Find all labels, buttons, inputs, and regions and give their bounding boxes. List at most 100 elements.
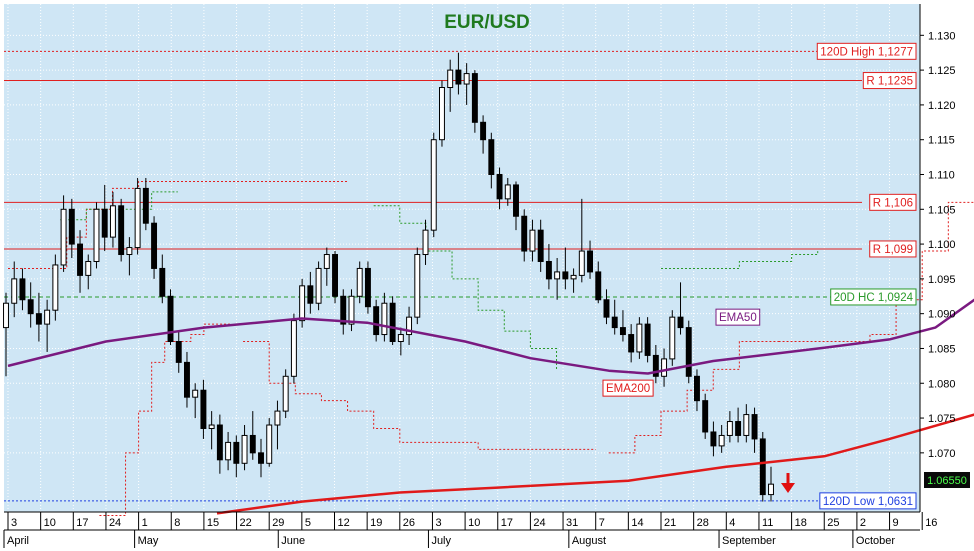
candle (537, 219, 544, 272)
y-tick-label: 1.125 (928, 65, 956, 77)
candle (282, 369, 289, 419)
x-tick-label: 3 (11, 517, 17, 529)
y-tick-label: 1.115 (928, 135, 955, 147)
x-tick-label: 19 (370, 517, 382, 529)
x-tick-label: 14 (631, 517, 643, 529)
candle-body (463, 73, 470, 85)
candle-body (225, 441, 232, 461)
candle (397, 327, 404, 356)
candle-body (554, 271, 561, 280)
moving-averages: EMA50 EMA200 (7, 298, 974, 515)
x-tick-label: 9 (893, 517, 899, 529)
candle (356, 261, 363, 304)
candle (60, 195, 67, 272)
candle (299, 278, 306, 328)
candle-body (381, 302, 388, 336)
y-tick-label: 1.130 (928, 30, 956, 42)
candle (603, 289, 610, 325)
candle-body (52, 264, 59, 311)
candle (233, 435, 240, 478)
candle (109, 191, 116, 248)
candle-body (323, 254, 330, 269)
candle (11, 261, 18, 318)
candle-body (471, 73, 478, 123)
candle-body (389, 302, 396, 343)
candle (644, 317, 651, 363)
candle-body (109, 205, 116, 238)
x-tick-label: 7 (599, 517, 605, 529)
red-stop-line-aug (778, 201, 974, 343)
candle-body (652, 354, 659, 377)
candle (52, 254, 59, 321)
candle-body (504, 184, 511, 200)
candle-body (702, 400, 709, 433)
chart-title: EUR/USD (444, 12, 530, 33)
y-tick-label: 1.085 (928, 343, 956, 355)
candle-body (216, 424, 223, 461)
candle-body (578, 250, 585, 276)
candle-body (669, 316, 676, 360)
candle (323, 247, 330, 286)
y-tick-label: 1.075 (928, 413, 956, 425)
candle-body (397, 334, 404, 343)
x-tick-label: 10 (468, 517, 480, 529)
candle (422, 219, 429, 265)
level-label-text: 20D HC 1,0924 (834, 292, 914, 304)
level-label: 20D HC 1,0924 (830, 288, 917, 306)
series-label: EMA200 (602, 379, 654, 397)
candle (216, 414, 223, 474)
x-tick-label: 17 (76, 517, 88, 529)
candle (545, 244, 552, 290)
x-tick-label: 26 (403, 517, 415, 529)
candle (175, 331, 182, 373)
candle (258, 438, 264, 478)
candle-body (249, 434, 256, 454)
x-tick-label: 24 (109, 517, 121, 529)
x-tick-label: 8 (174, 517, 180, 529)
level-label-text: R 1,106 (873, 197, 913, 209)
candle-body (340, 295, 347, 325)
x-tick-label: 25 (827, 517, 839, 529)
candle-body (677, 316, 684, 329)
candle-body (759, 438, 766, 496)
level-label-text: 120D High 1,1277 (820, 46, 913, 58)
candle-body (258, 452, 264, 464)
candle-body (439, 87, 445, 141)
candle-body (373, 306, 380, 336)
candle (488, 132, 495, 189)
candle-body (628, 334, 635, 353)
candle-body (611, 316, 618, 329)
candle (669, 310, 676, 366)
candle-body (488, 139, 495, 175)
candle (200, 379, 207, 439)
candle-body (175, 341, 182, 363)
x-tick-label: 21 (664, 517, 676, 529)
series-label: EMA50 (715, 308, 761, 326)
candle-body (570, 274, 577, 280)
candle (93, 202, 100, 269)
series-label-text: EMA200 (606, 383, 650, 395)
candle-body (414, 254, 421, 318)
month-label: July (431, 535, 451, 547)
month-label: September (722, 535, 776, 547)
candle (562, 247, 569, 290)
candle (414, 247, 421, 325)
candle (307, 271, 314, 314)
candle (315, 261, 322, 311)
series-line-ema200 (216, 413, 974, 515)
candle-body (710, 431, 717, 447)
level-label-box (869, 240, 917, 258)
candle-body (694, 375, 700, 402)
candle (27, 282, 34, 328)
candle (348, 289, 355, 332)
candle-body (192, 389, 199, 398)
level-label-box (869, 193, 917, 211)
x-tick-label: 15 (207, 517, 219, 529)
candle-body (603, 299, 610, 318)
candle-body (595, 271, 602, 301)
candle-body (619, 327, 626, 336)
candle-body (537, 229, 544, 262)
candle (68, 198, 75, 258)
y-tick-label: 1.100 (928, 239, 956, 251)
candle-body (208, 424, 215, 429)
